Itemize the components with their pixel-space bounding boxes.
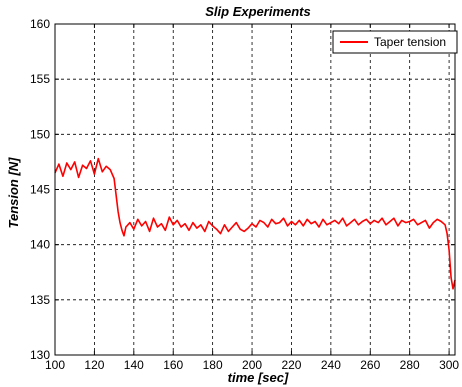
x-tick-label: 220 [281, 358, 301, 372]
y-tick-label: 135 [30, 293, 50, 307]
x-tick-label: 280 [400, 358, 420, 372]
legend-box [332, 30, 458, 54]
series-layer [54, 157, 456, 290]
x-tick-label: 140 [124, 358, 144, 372]
y-tick-label: 150 [30, 127, 50, 141]
legend-label: Taper tension [374, 35, 446, 49]
x-tick-label: 200 [242, 358, 262, 372]
y-tick-label: 160 [30, 17, 50, 31]
x-tick-label: 240 [321, 358, 341, 372]
y-tick-label: 155 [30, 72, 50, 86]
grid [54, 23, 455, 356]
x-axis-title: time [sec] [228, 370, 289, 385]
series-line [54, 157, 456, 290]
x-tick-label: 300 [439, 358, 459, 372]
x-tick-label: 100 [45, 358, 65, 372]
y-tick-label: 130 [30, 348, 50, 362]
y-axis-title: Tension [N] [6, 157, 21, 229]
y-tick-label: 140 [30, 238, 50, 252]
x-tick-label: 120 [84, 358, 104, 372]
plot-frame [54, 23, 456, 356]
y-tick-label: 145 [30, 183, 50, 197]
tick-labels: 100 120 140 160 180 200 220 240 260 280 300 130 135 1… [30, 17, 459, 372]
legend: Taper tension [332, 30, 458, 54]
chart-title: Slip Experiments [205, 4, 310, 19]
x-tick-label: 160 [163, 358, 183, 372]
axis-ticks [54, 23, 455, 356]
x-tick-label: 260 [360, 358, 380, 372]
x-tick-label: 180 [203, 358, 223, 372]
